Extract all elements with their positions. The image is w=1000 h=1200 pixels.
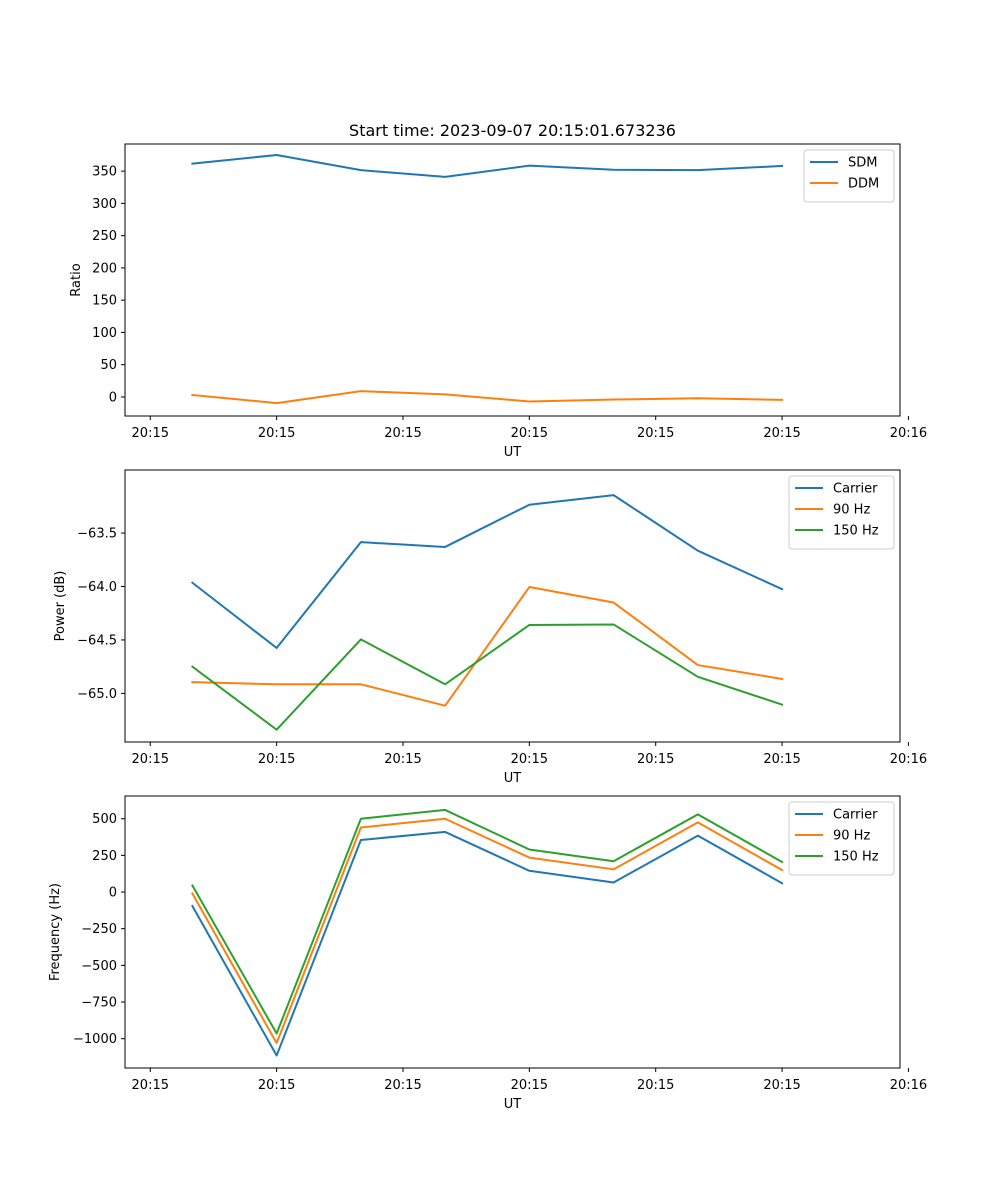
series-line-90-hz	[191, 586, 784, 707]
x-tick-label: 20:15	[384, 426, 421, 441]
legend-label: DDM	[848, 177, 879, 192]
legend-label: 150 Hz	[833, 850, 879, 865]
y-tick-label: 150	[92, 294, 117, 309]
series-line-carrier	[190, 494, 784, 649]
legend-label: Carrier	[833, 482, 878, 497]
series-line-ddm	[191, 390, 784, 405]
series-line-150-hz	[190, 623, 784, 731]
legend-label: 90 Hz	[833, 503, 870, 518]
y-axis-label: Power (dB)	[53, 571, 68, 642]
legend-label: 90 Hz	[833, 829, 870, 844]
y-tick-label: 250	[92, 849, 117, 864]
y-tick-label: 200	[92, 261, 117, 276]
y-tick-label: −1000	[73, 1032, 117, 1047]
x-tick-label: 20:15	[637, 426, 674, 441]
legend-label: Carrier	[833, 808, 878, 823]
x-tick-label: 20:15	[384, 1078, 421, 1093]
y-tick-label: 300	[92, 197, 117, 212]
chart-panel-3: 20:15 20:15 20:15 20:15 20:15 20:15 20:16 −1000…	[48, 795, 927, 1112]
x-tick-label: 20:15	[763, 752, 800, 767]
x-tick-label: 20:15	[637, 752, 674, 767]
y-tick-label: 100	[92, 326, 117, 341]
x-tick-label: 20:15	[132, 426, 169, 441]
y-axis-label: Frequency (Hz)	[48, 883, 63, 981]
x-tick-label: 20:15	[384, 752, 421, 767]
x-axis-label: UT	[504, 445, 522, 460]
y-tick-label: 250	[92, 229, 117, 244]
y-tick-label: −63.5	[77, 527, 117, 542]
y-tick-label: 0	[109, 886, 117, 901]
x-axis-label: UT	[504, 771, 522, 786]
x-axis-label: UT	[504, 1097, 522, 1112]
legend: Carrier 90 Hz 150 Hz	[788, 801, 895, 876]
series-line-sdm	[191, 153, 784, 178]
y-tick-label: −65.0	[77, 687, 117, 702]
x-tick-label: 20:15	[511, 426, 548, 441]
x-tick-label: 20:16	[890, 426, 927, 441]
plot-area-frame	[124, 469, 901, 743]
x-tick-label: 20:15	[637, 1078, 674, 1093]
y-tick-label: −64.0	[77, 580, 117, 595]
y-tick-label: −250	[81, 922, 117, 937]
x-tick-label: 20:16	[890, 752, 927, 767]
chart-panel-2: 20:15 20:15 20:15 20:15 20:15 20:15 20:16 −65.0…	[53, 469, 927, 786]
legend-label: SDM	[848, 156, 877, 171]
y-tick-label: −500	[81, 959, 117, 974]
y-tick-label: 50	[100, 358, 117, 373]
plot-area-frame	[124, 143, 901, 417]
series-line-carrier	[191, 830, 784, 1057]
x-tick-label: 20:15	[511, 1078, 548, 1093]
y-tick-label: −64.5	[77, 633, 117, 648]
x-tick-label: 20:15	[511, 752, 548, 767]
y-tick-label: 0	[109, 390, 117, 405]
figure-title: Start time: 2023-09-07 20:15:01.673236	[349, 121, 676, 140]
x-tick-label: 20:15	[132, 1078, 169, 1093]
series-line-90-hz	[191, 817, 784, 1045]
x-tick-label: 20:15	[132, 752, 169, 767]
legend-label: 150 Hz	[833, 524, 879, 539]
x-tick-label: 20:16	[890, 1078, 927, 1093]
legend: Carrier 90 Hz 150 Hz	[788, 475, 895, 550]
x-tick-label: 20:15	[763, 426, 800, 441]
x-tick-label: 20:15	[258, 752, 295, 767]
legend: SDM DDM	[803, 149, 895, 203]
chart-panel-1: 20:15 20:15 20:15 20:15 20:15 20:15 20:16 0 50 10…	[69, 143, 927, 460]
x-tick-label: 20:15	[763, 1078, 800, 1093]
y-tick-label: 350	[92, 165, 117, 180]
y-tick-label: −750	[81, 996, 117, 1011]
plot-area-frame	[124, 795, 901, 1069]
x-tick-label: 20:15	[258, 1078, 295, 1093]
x-tick-label: 20:15	[258, 426, 295, 441]
y-tick-label: 500	[92, 812, 117, 827]
series-line-150-hz	[191, 808, 784, 1035]
y-axis-label: Ratio	[69, 263, 84, 296]
